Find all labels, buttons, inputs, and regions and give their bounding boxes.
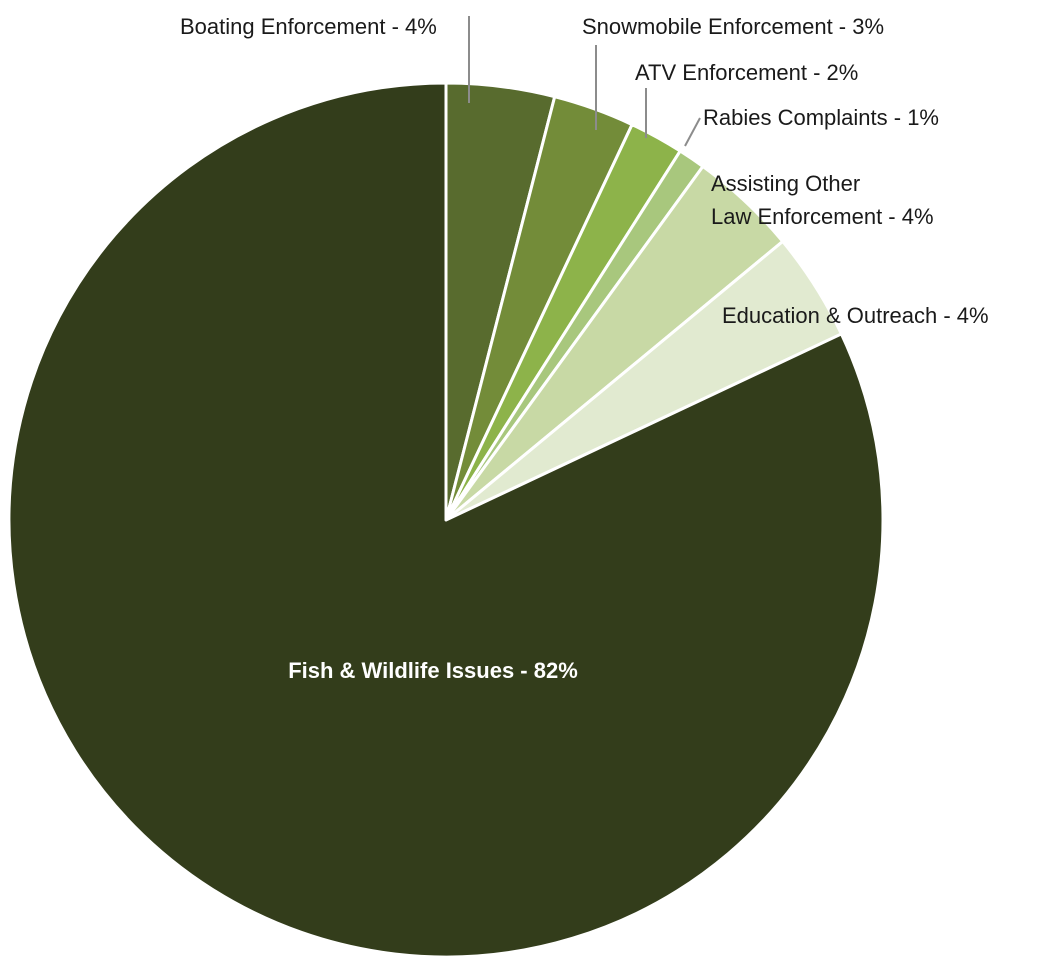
labels-layer: Boating Enforcement - 4% Snowmobile Enfor…: [180, 14, 989, 683]
leader-line-rabies-complaints: [684, 117, 701, 147]
slices-layer: [7, 81, 885, 959]
slice-label-atv-enforcement: ATV Enforcement - 2%: [635, 60, 858, 85]
slice-label-fish-and-wildlife-issues: Fish & Wildlife Issues - 82%: [288, 658, 578, 683]
slice-label-assisting-other-law-enforcement: Assisting Other Law Enforcement - 4%: [711, 171, 934, 229]
slice-label-boating-enforcement: Boating Enforcement - 4%: [180, 14, 437, 39]
leader-lines-layer: [468, 16, 701, 147]
pie-slice-fish-and-wildlife-issues: [7, 81, 885, 959]
slice-label-snowmobile-enforcement: Snowmobile Enforcement - 3%: [582, 14, 884, 39]
slice-label-rabies-complaints: Rabies Complaints - 1%: [703, 105, 939, 130]
slice-label-education-and-outreach: Education & Outreach - 4%: [722, 303, 989, 328]
